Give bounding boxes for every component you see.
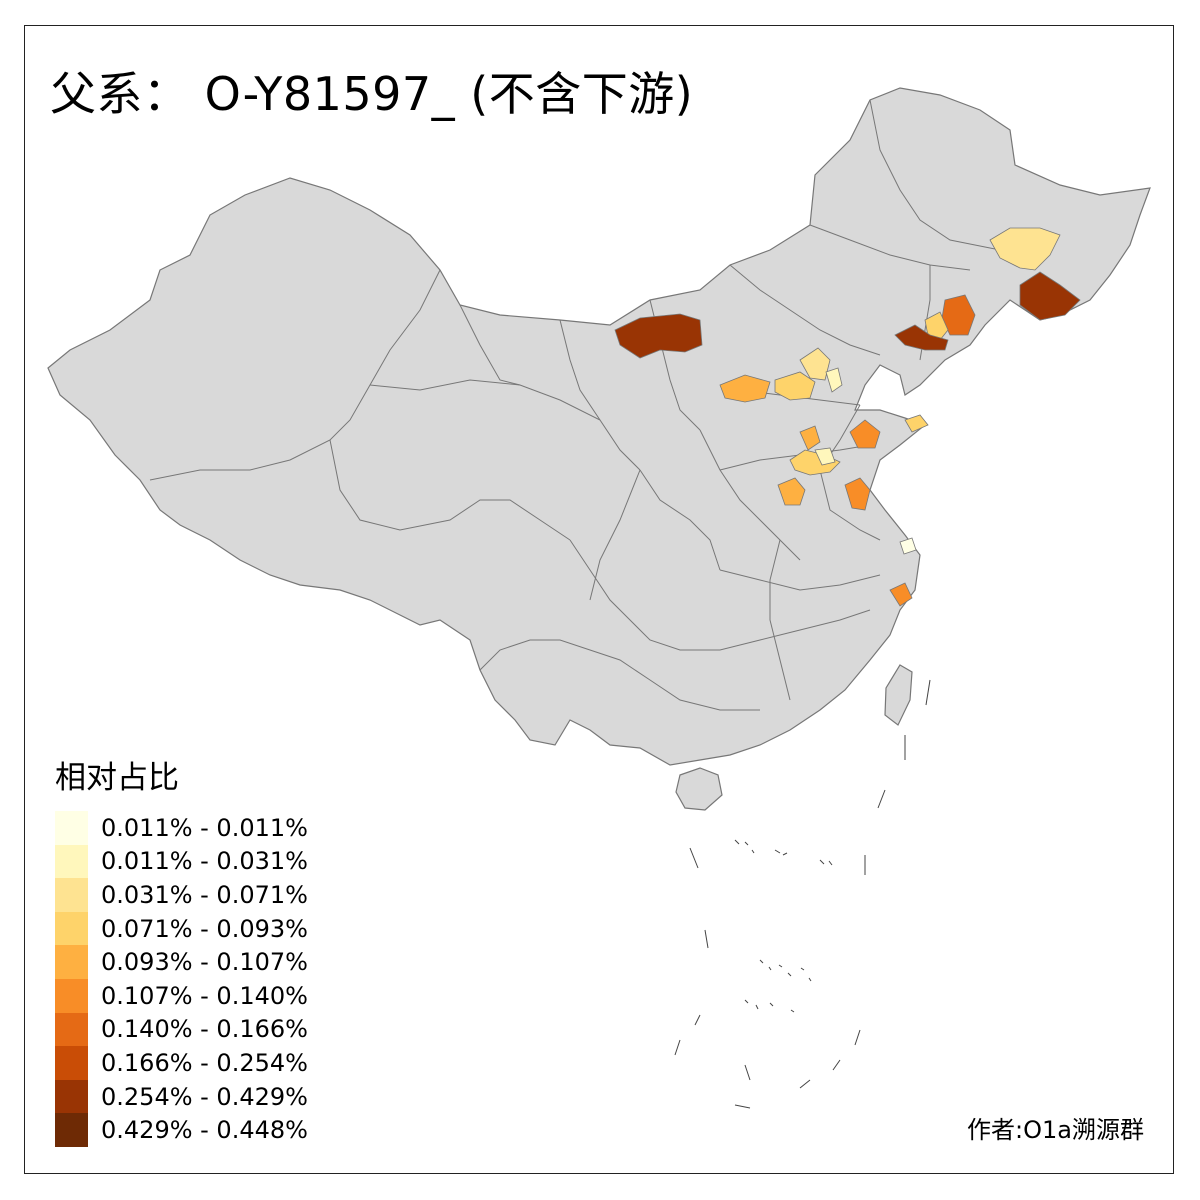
map-title: 父系： O-Y81597_ (不含下游) <box>50 67 694 121</box>
mainland-landmass <box>47 87 1151 766</box>
legend-swatch <box>55 878 88 912</box>
legend-item: 0.107% - 0.140% <box>55 978 308 1013</box>
legend-item: 0.429% - 0.448% <box>55 1113 308 1147</box>
legend-item: 0.071% - 0.093% <box>55 911 308 946</box>
legend-swatch <box>55 911 88 946</box>
legend-label: 0.011% - 0.031% <box>101 847 308 876</box>
legend-items: 0.011% - 0.011% 0.011% - 0.031% 0.031% - 0… <box>55 811 308 1147</box>
legend-label: 0.166% - 0.254% <box>101 1048 308 1077</box>
legend-item: 0.011% - 0.011% <box>55 811 308 845</box>
legend-label: 0.071% - 0.093% <box>101 914 308 943</box>
region-hebei-b <box>774 371 816 401</box>
region-anhui-north <box>844 477 871 511</box>
legend-label: 0.011% - 0.011% <box>101 813 308 842</box>
legend-item: 0.031% - 0.071% <box>55 878 308 912</box>
taiwan-island <box>884 664 913 726</box>
legend-label: 0.140% - 0.166% <box>101 1015 308 1044</box>
legend-title: 相对占比 <box>55 760 179 796</box>
legend-label: 0.093% - 0.107% <box>101 948 308 977</box>
legend-swatch <box>55 945 88 979</box>
region-hebei-a <box>799 347 831 381</box>
region-hebei-c <box>825 367 843 393</box>
legend-swatch <box>55 1113 88 1147</box>
legend-item: 0.166% - 0.254% <box>55 1046 308 1080</box>
legend-swatch <box>55 844 88 879</box>
legend-swatch <box>55 1079 88 1114</box>
region-shandong-b <box>904 414 929 433</box>
legend-item: 0.011% - 0.031% <box>55 844 308 879</box>
region-liaoning-c <box>894 324 949 351</box>
legend-swatch <box>55 1012 88 1047</box>
region-zhejiang <box>889 582 913 607</box>
legend-swatch <box>55 978 88 1013</box>
legend-label: 0.254% - 0.429% <box>101 1082 308 1111</box>
region-henan-north <box>799 425 821 451</box>
legend-swatch <box>55 811 88 845</box>
region-jiangsu <box>899 537 917 555</box>
legend-item: 0.254% - 0.429% <box>55 1079 308 1114</box>
region-heilongjiang <box>989 227 1061 271</box>
region-shandong-a <box>849 419 881 449</box>
legend-label: 0.429% - 0.448% <box>101 1116 308 1145</box>
region-jilin-east <box>1019 271 1081 321</box>
hainan-island <box>675 767 723 811</box>
region-henan-west <box>777 477 806 506</box>
legend-item: 0.093% - 0.107% <box>55 945 308 979</box>
highlighted-regions <box>614 227 1081 607</box>
legend-item: 0.140% - 0.166% <box>55 1012 308 1047</box>
sea-islands <box>674 679 931 1109</box>
legend-label: 0.107% - 0.140% <box>101 981 308 1010</box>
legend: 相对占比 0.011% - 0.011% 0.011% - 0.031% 0.031… <box>55 752 308 1147</box>
region-henan-b <box>814 447 836 466</box>
author-credit: 作者:O1a溯源群 <box>967 1116 1144 1144</box>
province-borders <box>149 99 1051 711</box>
legend-swatch <box>55 1046 88 1080</box>
region-inner-mongolia <box>614 313 703 359</box>
legend-label: 0.031% - 0.071% <box>101 880 308 909</box>
region-shanxi-north <box>719 374 771 403</box>
